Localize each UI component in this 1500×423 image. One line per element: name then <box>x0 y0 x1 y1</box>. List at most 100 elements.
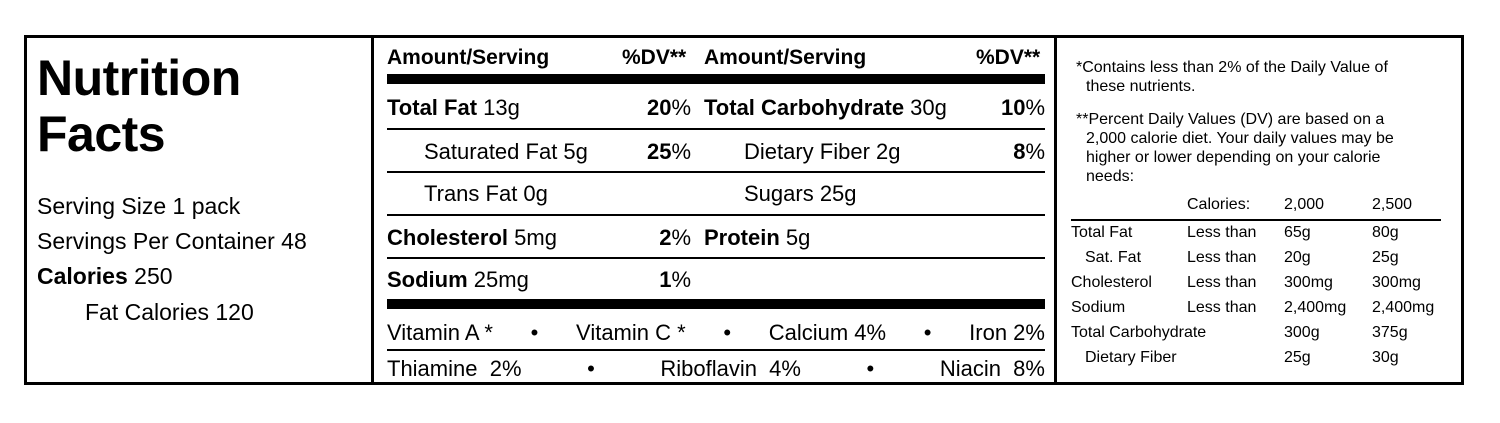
total-fat-amount: 13g <box>477 95 520 120</box>
total-carb-amount: 30g <box>904 95 947 120</box>
footnote-2-line-2: 2,000 calorie diet. Your daily values ma… <box>1086 130 1394 147</box>
sodium-dv: 1% <box>619 267 691 293</box>
dv-table-2000: 2,000 <box>1284 196 1325 213</box>
total-carb-label: Total Carbohydrate <box>704 95 905 120</box>
row-divider <box>387 349 1045 351</box>
thick-rule-top <box>387 74 1045 84</box>
fiber-dv-percent: % <box>1025 139 1045 164</box>
protein-label: Protein <box>704 225 780 250</box>
dv-table-calories-label: Calories: <box>1187 196 1251 213</box>
footnote-2-line-3: higher or lower depending on your calori… <box>1086 149 1381 166</box>
niacin: Niacin 8% <box>939 356 1045 381</box>
dv-row-nutrient: Total Carbohydrate <box>1071 324 1207 341</box>
row-divider <box>387 128 1045 130</box>
footnote-daily-values: **Percent Daily Values (DV) are based on… <box>1076 110 1456 186</box>
sugars: Sugars 25g <box>744 181 857 206</box>
dv-row-value-2500: 300mg <box>1372 274 1421 291</box>
dv-row-value-2500: 30g <box>1372 349 1399 366</box>
header-amount-serving-2: Amount/Serving <box>704 46 867 69</box>
fat-calories: Fat Calories 120 <box>85 299 254 325</box>
footnote-panel: *Contains less than 2% of the Daily Valu… <box>1057 38 1461 382</box>
thick-rule-bottom <box>387 299 1045 309</box>
cholesterol: Cholesterol 5mg <box>387 225 557 251</box>
sodium-dv-number: 1 <box>659 267 672 292</box>
thiamine: Thiamine 2% <box>387 356 522 381</box>
calories-label: Calories <box>37 263 128 289</box>
row-divider <box>387 171 1045 173</box>
footnote-2-line-1: **Percent Daily Values (DV) are based on… <box>1076 111 1385 128</box>
label-title: Nutrition Facts <box>37 50 241 162</box>
calcium: Calcium 4% <box>768 320 887 345</box>
sodium-label: Sodium <box>387 267 468 292</box>
footnote-2-line-4: needs: <box>1086 168 1135 185</box>
calories-value: 250 <box>127 263 173 289</box>
vitamins-row-2: Thiamine 2% • Riboflavin 4% • Niacin 8% <box>387 356 1045 382</box>
dv-row-value-2500: 2,400mg <box>1372 299 1435 316</box>
total-carb-dv-percent: % <box>1025 95 1045 120</box>
calories: Calories 250 <box>37 263 173 290</box>
dv-row-value-2000: 65g <box>1284 224 1311 241</box>
sodium-dv-percent: % <box>671 267 691 292</box>
nutrients-panel: Amount/Serving %DV** Amount/Serving %DV*… <box>374 38 1057 382</box>
total-carbohydrate: Total Carbohydrate 30g <box>704 95 947 121</box>
dv-row-value-2000: 300mg <box>1284 274 1333 291</box>
servings-per-container: Servings Per Container 48 <box>37 228 307 254</box>
fiber-dv-number: 8 <box>1013 139 1026 164</box>
footnote-1-line-1: *Contains less than 2% of the Daily Valu… <box>1076 59 1388 76</box>
total-fat-dv-number: 20 <box>646 95 672 120</box>
sodium-amount: 25mg <box>467 267 529 292</box>
title-line-2: Facts <box>37 106 166 162</box>
dv-row-qualifier: Less than <box>1187 274 1257 291</box>
total-fat: Total Fat 13g <box>387 95 520 121</box>
dv-row-nutrient: Sodium <box>1071 299 1126 316</box>
riboflavin: Riboflavin 4% <box>660 356 801 381</box>
row-divider <box>387 257 1045 259</box>
bullet-separator: • <box>587 356 595 381</box>
dv-table-2500: 2,500 <box>1372 196 1413 213</box>
dv-row-qualifier: Less than <box>1187 249 1257 266</box>
footnote-less-than-2: *Contains less than 2% of the Daily Valu… <box>1076 58 1456 96</box>
sat-fat-dv-percent: % <box>671 139 691 164</box>
cholesterol-amount: 5mg <box>508 225 557 250</box>
total-fat-dv: 20% <box>619 95 691 121</box>
nutrition-facts-label: Nutrition Facts Serving Size 1 pack Serv… <box>24 35 1464 385</box>
dv-row-value-2000: 2,400mg <box>1284 299 1347 316</box>
dv-row-value-2000: 300g <box>1284 324 1320 341</box>
dv-row-value-2000: 25g <box>1284 349 1311 366</box>
total-carb-dv: 10% <box>973 95 1045 121</box>
dv-row-value-2500: 80g <box>1372 224 1399 241</box>
vitamin-c: Vitamin C * <box>576 320 686 345</box>
title-panel: Nutrition Facts Serving Size 1 pack Serv… <box>27 38 374 382</box>
trans-fat: Trans Fat 0g <box>424 181 548 206</box>
bullet-separator: • <box>723 320 732 345</box>
header-dv-2: %DV** <box>976 46 1041 69</box>
total-carb-dv-number: 10 <box>1000 95 1026 120</box>
saturated-fat-dv: 25% <box>619 139 691 165</box>
serving-size: Serving Size 1 pack <box>37 193 241 219</box>
bullet-separator: • <box>923 320 932 345</box>
vitamins-row-1: Vitamin A * • Vitamin C * • Calcium 4% •… <box>387 320 1045 346</box>
dv-row-value-2000: 20g <box>1284 249 1311 266</box>
dv-row-nutrient: Cholesterol <box>1071 274 1152 291</box>
total-fat-dv-percent: % <box>671 95 691 120</box>
header-dv-1: %DV** <box>622 46 687 69</box>
sat-fat-dv-number: 25 <box>646 139 672 164</box>
cholesterol-dv-percent: % <box>671 225 691 250</box>
title-line-1: Nutrition <box>37 50 241 106</box>
row-divider <box>387 214 1045 216</box>
vitamin-a: Vitamin A * <box>387 320 493 345</box>
protein: Protein 5g <box>704 225 810 251</box>
saturated-fat: Saturated Fat 5g <box>424 139 588 164</box>
header-amount-serving-1: Amount/Serving <box>387 46 550 69</box>
sodium: Sodium 25mg <box>387 267 529 293</box>
dv-row-value-2500: 375g <box>1372 324 1408 341</box>
cholesterol-dv-number: 2 <box>659 225 672 250</box>
total-fat-label: Total Fat <box>387 95 478 120</box>
cholesterol-label: Cholesterol <box>387 225 509 250</box>
dv-row-qualifier: Less than <box>1187 224 1257 241</box>
dietary-fiber-dv: 8% <box>973 139 1045 165</box>
dietary-fiber: Dietary Fiber 2g <box>744 139 901 164</box>
dv-table-rule <box>1071 219 1441 221</box>
dv-row-value-2500: 25g <box>1372 249 1399 266</box>
footnote-1-line-2: these nutrients. <box>1086 78 1196 95</box>
